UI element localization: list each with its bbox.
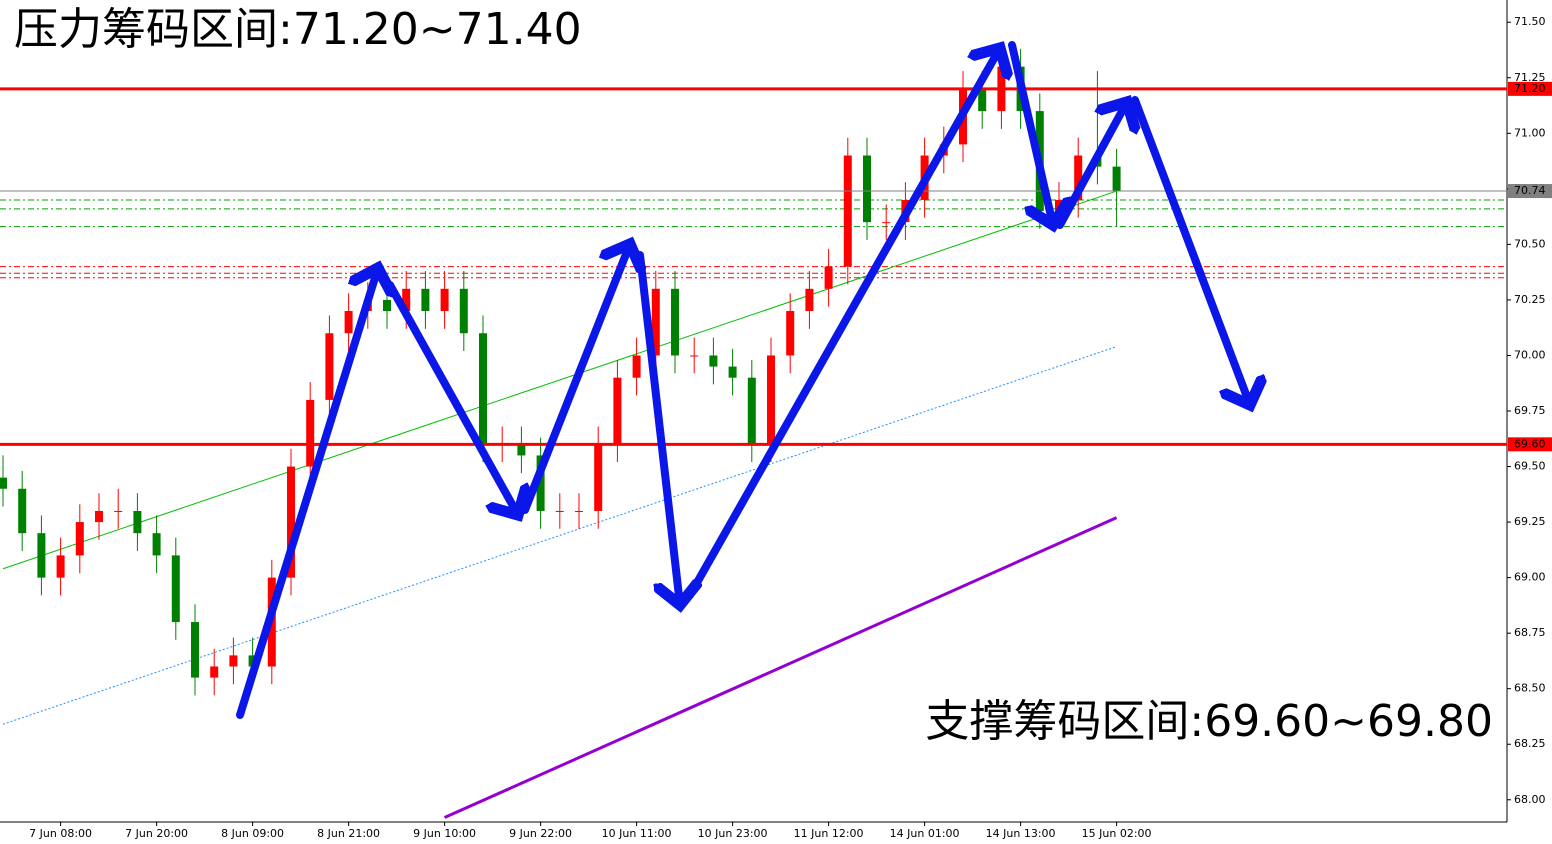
candle-body (517, 444, 526, 456)
candle-body (594, 444, 603, 511)
candle-body (671, 288, 679, 356)
candle-body (651, 288, 660, 356)
candle-body (767, 355, 775, 445)
candle-body (18, 488, 27, 534)
candle-body (344, 311, 353, 334)
candle-body (287, 466, 295, 578)
candle-body (0, 477, 7, 489)
candle-body (536, 455, 545, 511)
candle-body (479, 333, 487, 445)
y-tick-label: 70.00 (1514, 348, 1546, 361)
x-tick-label: 15 Jun 02:00 (1082, 827, 1152, 840)
candle-body (133, 510, 142, 534)
candle-body (191, 622, 199, 678)
y-tick-label: 71.25 (1514, 71, 1546, 84)
x-tick-label: 14 Jun 01:00 (890, 827, 960, 840)
y-tick-label: 70.25 (1514, 293, 1546, 306)
y-tick-label: 71.00 (1514, 126, 1546, 139)
level-label: 71.20 (1514, 82, 1546, 95)
x-tick-label: 7 Jun 20:00 (125, 827, 188, 840)
arrow (686, 48, 1000, 599)
arrow (386, 281, 518, 515)
arrow (236, 268, 378, 719)
x-tick-label: 9 Jun 10:00 (413, 827, 476, 840)
candle-body (37, 533, 46, 578)
candle-body (114, 510, 123, 512)
candle-body (824, 266, 833, 289)
candle-body (1074, 155, 1083, 200)
y-tick-label: 69.25 (1514, 515, 1546, 528)
candle-body (805, 288, 814, 312)
chart-subtitle: 支撑筹码区间:69.60~69.80 (925, 696, 1493, 747)
y-tick-label: 68.25 (1514, 737, 1546, 750)
x-tick-label: 14 Jun 13:00 (986, 827, 1056, 840)
overlay-line (2, 346, 1117, 725)
arrow (636, 251, 680, 605)
y-tick-label: 69.75 (1514, 404, 1546, 417)
candle-body (95, 510, 103, 523)
arrow (1008, 41, 1053, 225)
candle-body (575, 510, 583, 512)
candle-body (402, 288, 411, 312)
y-tick-label: 68.75 (1514, 626, 1546, 639)
y-tick-label: 71.50 (1514, 15, 1546, 28)
overlay-line (2, 190, 1117, 570)
candle-body (421, 288, 430, 312)
candle-body (709, 355, 718, 367)
x-tick-label: 9 Jun 22:00 (509, 827, 572, 840)
candle-body (786, 311, 795, 356)
x-tick-label: 10 Jun 11:00 (602, 827, 672, 840)
arrow (1056, 102, 1127, 229)
x-tick-label: 8 Jun 09:00 (221, 827, 284, 840)
candle-body (555, 510, 564, 512)
candle-body (229, 655, 238, 667)
candle-body (882, 222, 891, 224)
level-tag (1508, 437, 1552, 452)
y-tick-label: 69.50 (1514, 460, 1546, 473)
candle-body (613, 377, 622, 445)
x-tick-label: 7 Jun 08:00 (29, 827, 92, 840)
annotation-arrows (236, 41, 1250, 719)
y-tick-label: 68.50 (1514, 682, 1546, 695)
candle-body (863, 155, 871, 223)
candle-body (210, 666, 219, 678)
x-tick-label: 8 Jun 21:00 (317, 827, 380, 840)
candle-body (978, 88, 987, 112)
candle-body (440, 288, 449, 312)
candle-body (171, 555, 180, 623)
candle-body (843, 155, 852, 267)
candle-body (459, 288, 468, 334)
x-tick-label: 11 Jun 12:00 (794, 827, 864, 840)
x-tick-label: 10 Jun 23:00 (698, 827, 768, 840)
chart-title: 压力筹码区间:71.20~71.40 (14, 4, 582, 55)
level-label: 70.74 (1514, 184, 1546, 197)
candle-body (747, 377, 756, 445)
overlay-line (443, 516, 1118, 819)
candle-body (152, 533, 161, 556)
candle-body (632, 355, 641, 378)
level-tag (1508, 81, 1552, 96)
y-tick-label: 70.50 (1514, 237, 1546, 250)
candle-body (690, 355, 699, 357)
arrow (521, 244, 630, 514)
candle-body (75, 522, 84, 556)
candle-body (1055, 199, 1063, 212)
candle-body (306, 399, 315, 467)
candle-body (383, 299, 391, 312)
candle-body (728, 366, 737, 378)
candle-body (56, 555, 65, 578)
level-tag (1508, 184, 1552, 199)
y-tick-label: 68.00 (1514, 793, 1546, 806)
y-tick-label: 69.00 (1514, 571, 1546, 584)
candle-body (1112, 166, 1121, 192)
arrow (1131, 96, 1250, 405)
level-label: 69.60 (1514, 437, 1546, 450)
candle-body (325, 333, 334, 400)
